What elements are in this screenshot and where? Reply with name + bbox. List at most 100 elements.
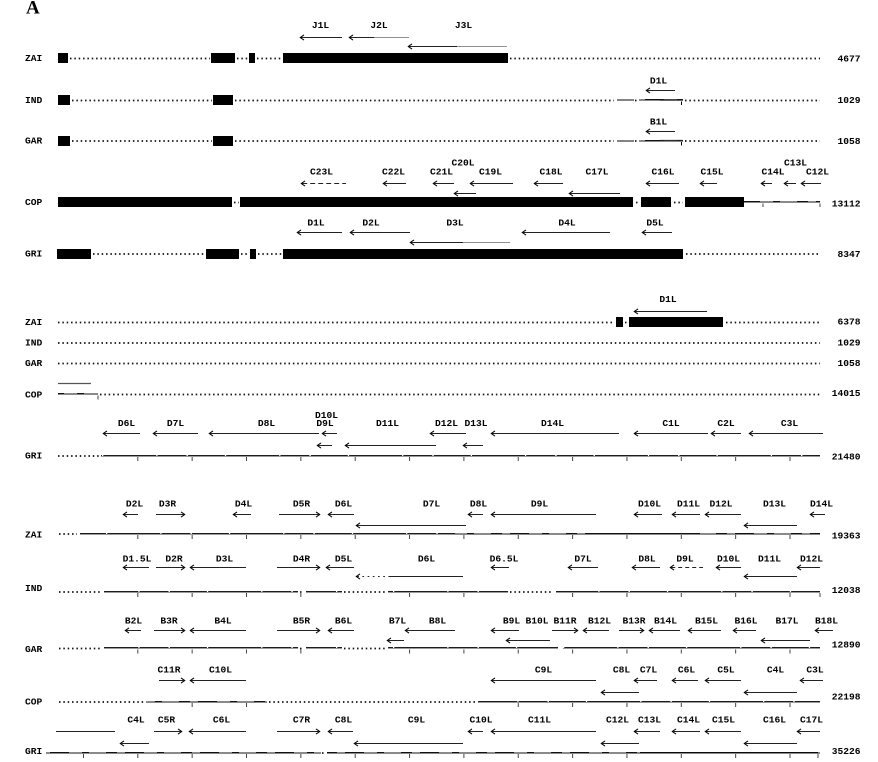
- svg-text:D1L: D1L: [659, 294, 677, 305]
- svg-text:J3L: J3L: [455, 20, 473, 31]
- svg-text:D9L: D9L: [676, 554, 694, 565]
- svg-text:12890: 12890: [832, 640, 861, 651]
- svg-text:A: A: [26, 0, 40, 19]
- svg-text:8347: 8347: [837, 249, 860, 260]
- svg-text:COP: COP: [25, 197, 43, 208]
- svg-text:C5R: C5R: [158, 715, 176, 726]
- svg-text:D4L: D4L: [235, 499, 253, 510]
- svg-text:D5L: D5L: [646, 218, 664, 229]
- svg-text:B15L: B15L: [695, 616, 718, 627]
- svg-text:C19L: C19L: [479, 167, 502, 178]
- svg-text:D6L: D6L: [418, 554, 436, 565]
- svg-text:D7L: D7L: [423, 499, 441, 510]
- svg-text:1029: 1029: [837, 95, 860, 106]
- svg-text:C7L: C7L: [640, 665, 658, 676]
- svg-text:D1.5L: D1.5L: [123, 554, 152, 565]
- svg-text:IND: IND: [25, 583, 43, 594]
- svg-text:GRI: GRI: [25, 746, 43, 757]
- svg-text:B10L: B10L: [525, 616, 548, 627]
- svg-text:COP: COP: [25, 390, 43, 401]
- svg-text:21480: 21480: [832, 452, 861, 463]
- svg-text:IND: IND: [25, 95, 43, 106]
- svg-text:COP: COP: [25, 697, 43, 708]
- svg-text:C16L: C16L: [651, 167, 674, 178]
- svg-text:12038: 12038: [832, 585, 861, 596]
- svg-text:D11L: D11L: [376, 418, 399, 429]
- svg-text:6378: 6378: [837, 317, 860, 328]
- svg-text:C2L: C2L: [717, 418, 735, 429]
- svg-text:D13L: D13L: [464, 418, 487, 429]
- svg-text:B7L: B7L: [389, 616, 407, 627]
- svg-text:C17L: C17L: [800, 715, 823, 726]
- svg-text:D6L: D6L: [118, 418, 136, 429]
- svg-text:D2R: D2R: [165, 554, 183, 565]
- svg-text:ZAI: ZAI: [25, 317, 43, 328]
- svg-text:B9L: B9L: [503, 616, 521, 627]
- svg-text:ZAI: ZAI: [25, 530, 43, 541]
- svg-text:B4L: B4L: [214, 616, 232, 627]
- svg-text:B14L: B14L: [654, 616, 677, 627]
- svg-text:D10L: D10L: [315, 410, 338, 421]
- svg-text:D14L: D14L: [541, 418, 564, 429]
- svg-text:B12L: B12L: [588, 616, 611, 627]
- svg-text:B17L: B17L: [775, 616, 798, 627]
- svg-text:D8L: D8L: [638, 554, 656, 565]
- svg-text:D7L: D7L: [574, 554, 592, 565]
- svg-text:D9L: D9L: [531, 499, 549, 510]
- svg-text:D1L: D1L: [307, 218, 325, 229]
- svg-text:B8L: B8L: [429, 616, 447, 627]
- svg-text:GAR: GAR: [25, 358, 43, 369]
- svg-text:D8L: D8L: [470, 499, 488, 510]
- svg-text:GRI: GRI: [25, 451, 43, 462]
- svg-text:D12L: D12L: [709, 499, 732, 510]
- svg-text:13112: 13112: [832, 198, 861, 209]
- svg-text:B18L: B18L: [815, 616, 838, 627]
- svg-text:C13L: C13L: [784, 158, 807, 169]
- svg-text:D12L: D12L: [800, 554, 823, 565]
- svg-text:IND: IND: [25, 338, 43, 349]
- svg-text:C17L: C17L: [585, 167, 608, 178]
- svg-text:C12L: C12L: [806, 167, 829, 178]
- svg-text:D8L: D8L: [258, 418, 276, 429]
- svg-text:C1L: C1L: [662, 418, 680, 429]
- svg-text:C14L: C14L: [761, 167, 784, 178]
- svg-text:B16L: B16L: [734, 616, 757, 627]
- svg-text:C3L: C3L: [806, 665, 824, 676]
- svg-text:D6L: D6L: [335, 499, 353, 510]
- svg-text:C8L: C8L: [613, 665, 631, 676]
- svg-text:B3R: B3R: [160, 616, 178, 627]
- svg-text:C14L: C14L: [677, 715, 700, 726]
- svg-text:C4L: C4L: [767, 665, 785, 676]
- svg-text:B1L: B1L: [650, 117, 668, 128]
- svg-text:C9L: C9L: [408, 715, 426, 726]
- svg-text:D12L: D12L: [435, 418, 458, 429]
- svg-text:B5R: B5R: [293, 616, 311, 627]
- svg-text:D13L: D13L: [763, 499, 786, 510]
- svg-text:4677: 4677: [837, 53, 860, 64]
- svg-text:GAR: GAR: [25, 136, 43, 147]
- svg-text:D2L: D2L: [362, 218, 380, 229]
- svg-text:D1L: D1L: [650, 76, 668, 87]
- svg-text:C9L: C9L: [535, 665, 553, 676]
- svg-text:D5R: D5R: [293, 499, 311, 510]
- svg-text:D5L: D5L: [335, 554, 353, 565]
- svg-text:D9L: D9L: [316, 418, 334, 429]
- svg-text:D6.5L: D6.5L: [490, 554, 519, 565]
- svg-text:C5L: C5L: [717, 665, 735, 676]
- svg-text:C22L: C22L: [382, 167, 405, 178]
- svg-text:C16L: C16L: [763, 715, 786, 726]
- svg-text:J1L: J1L: [312, 20, 330, 31]
- svg-text:C12L: C12L: [606, 715, 629, 726]
- svg-text:D4L: D4L: [558, 218, 576, 229]
- svg-text:C11L: C11L: [528, 715, 551, 726]
- svg-text:C10L: C10L: [209, 665, 232, 676]
- svg-text:D11L: D11L: [758, 554, 781, 565]
- svg-text:19363: 19363: [832, 531, 861, 542]
- svg-text:D4R: D4R: [293, 554, 311, 565]
- svg-text:D11L: D11L: [677, 499, 700, 510]
- svg-text:GRI: GRI: [25, 249, 43, 260]
- svg-text:GAR: GAR: [25, 644, 43, 655]
- svg-text:1058: 1058: [837, 358, 860, 369]
- svg-text:C15L: C15L: [700, 167, 723, 178]
- svg-text:1058: 1058: [837, 136, 860, 147]
